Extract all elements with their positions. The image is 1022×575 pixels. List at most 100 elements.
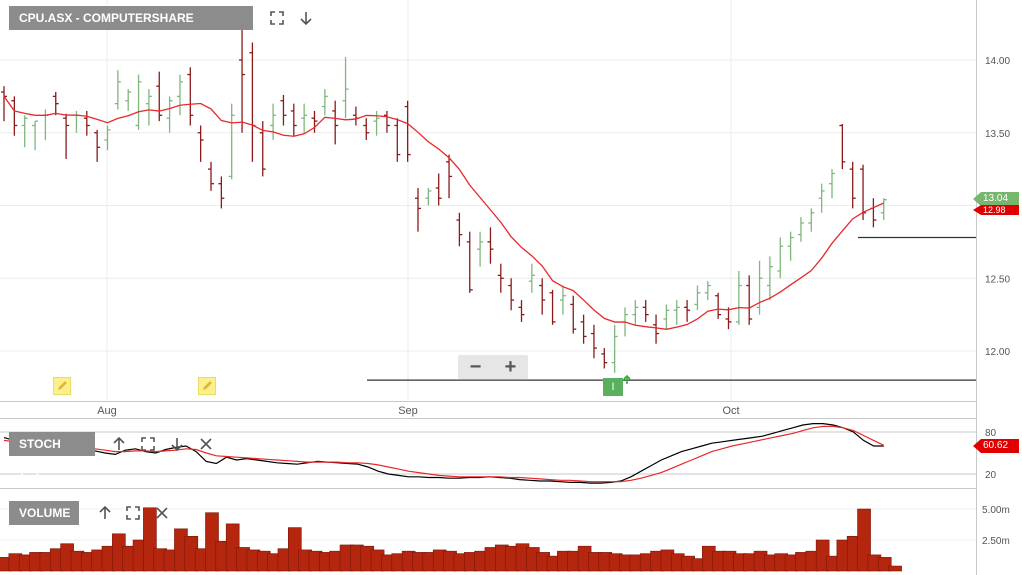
up-arrow-icon <box>622 372 632 384</box>
ohlc-bar <box>352 106 359 126</box>
arrow-down-icon[interactable] <box>297 9 315 27</box>
zoom-in-button[interactable]: + <box>504 355 517 378</box>
ohlc-bar <box>704 281 711 301</box>
ohlc-bar <box>456 212 463 247</box>
ohlc-bar <box>435 173 442 206</box>
price-panel-label[interactable]: CPU.ASX - COMPUTERSHARE LIMITED <box>9 6 253 49</box>
zoom-out-button[interactable]: − <box>469 355 482 378</box>
ohlc-bar <box>373 110 380 136</box>
ohlc-bar <box>725 307 732 330</box>
x-tick-label: Sep <box>398 405 418 417</box>
ohlc-bar <box>187 67 194 126</box>
ma-value-tag: 12.98 <box>973 205 1019 215</box>
expand-icon[interactable] <box>268 9 286 27</box>
ohlc-bar <box>642 300 649 322</box>
arrow-up-icon[interactable] <box>110 435 128 453</box>
ohlc-bar <box>83 110 90 136</box>
ohlc-bar <box>94 129 101 162</box>
expand-icon[interactable] <box>139 435 157 453</box>
ohlc-bar <box>11 96 18 136</box>
ohlc-bar <box>135 74 142 130</box>
y-tick-label: 12.50 <box>985 274 1010 285</box>
ohlc-bar <box>746 275 753 325</box>
y-tick-label: 12.00 <box>985 347 1010 358</box>
zoom-control: − + <box>458 355 528 379</box>
ohlc-bar <box>673 300 680 325</box>
ohlc-bar <box>497 263 504 293</box>
ohlc-bar <box>332 100 339 145</box>
volume-bar <box>857 508 871 572</box>
ohlc-bar <box>342 57 349 119</box>
ohlc-bar <box>363 118 370 141</box>
ohlc-bar <box>270 103 277 141</box>
ohlc-bar <box>73 110 80 133</box>
volume-bar <box>143 507 157 572</box>
volume-bar <box>888 565 902 572</box>
ohlc-bar <box>528 263 535 293</box>
close-icon[interactable] <box>197 435 215 453</box>
ohlc-bar <box>735 270 742 325</box>
signal-flag[interactable]: I <box>603 378 623 396</box>
ohlc-bar <box>446 154 453 199</box>
ohlc-bar <box>156 71 163 122</box>
ohlc-bar <box>694 285 701 311</box>
arrow-down-icon[interactable] <box>168 435 186 453</box>
ohlc-bar <box>383 110 390 133</box>
volume-panel-label[interactable]: VOLUME <box>9 501 79 525</box>
ohlc-bar <box>549 289 556 325</box>
note-marker-icon[interactable] <box>53 377 71 395</box>
ohlc-bar <box>590 324 597 359</box>
ohlc-bar <box>797 217 804 242</box>
ohlc-bar <box>104 125 111 151</box>
ohlc-bar <box>880 198 887 221</box>
ohlc-bar <box>477 231 484 267</box>
ohlc-bar <box>787 231 794 261</box>
volume-bar <box>287 527 302 572</box>
ohlc-bar <box>218 176 225 209</box>
stoch-value-tag: 60.62 <box>973 439 1019 453</box>
volume-tick-label: 5.00m <box>982 505 1010 516</box>
close-icon[interactable] <box>153 504 171 522</box>
ohlc-bar <box>818 183 825 213</box>
ohlc-bar <box>849 161 856 209</box>
expand-icon[interactable] <box>124 504 142 522</box>
ohlc-bar <box>518 300 525 322</box>
ohlc-bar <box>1 86 7 122</box>
ohlc-bar <box>32 120 39 151</box>
ohlc-bar <box>611 324 618 373</box>
ohlc-bar <box>539 278 546 315</box>
ohlc-bar <box>829 169 835 199</box>
stoch-d-line <box>3 425 885 483</box>
ohlc-bar <box>839 124 846 170</box>
volume-bar <box>877 557 892 572</box>
ohlc-bar <box>425 188 432 206</box>
stoch-tick-label: 80 <box>985 428 997 439</box>
ohlc-bar <box>663 304 670 330</box>
ohlc-bar <box>145 89 152 126</box>
ohlc-bar <box>311 110 318 133</box>
ohlc-bar <box>125 89 132 111</box>
volume-tick-label: 2.50m <box>982 536 1010 547</box>
ohlc-bar <box>870 198 877 228</box>
ohlc-bar <box>580 314 587 344</box>
ohlc-bar <box>52 92 59 116</box>
ohlc-bar <box>766 256 773 301</box>
ohlc-bar <box>653 314 660 344</box>
ohlc-bar <box>394 118 401 162</box>
ohlc-bar <box>290 103 297 136</box>
ohlc-bar <box>715 292 722 319</box>
volume-bar <box>815 539 830 572</box>
stoch-panel-label[interactable]: STOCH (14) <box>9 432 95 475</box>
ohlc-bar <box>301 103 308 133</box>
stoch-k-line <box>3 423 884 484</box>
ohlc-bar <box>176 74 183 116</box>
ohlc-bar <box>808 208 815 232</box>
x-tick-label: Aug <box>97 405 117 417</box>
ohlc-bar <box>404 100 411 162</box>
note-marker-icon[interactable] <box>198 377 216 395</box>
x-tick-label: Oct <box>722 405 739 417</box>
moving-average-line <box>3 95 885 330</box>
ohlc-bar <box>601 348 608 369</box>
ohlc-bar <box>114 70 121 110</box>
arrow-up-icon[interactable] <box>96 504 114 522</box>
